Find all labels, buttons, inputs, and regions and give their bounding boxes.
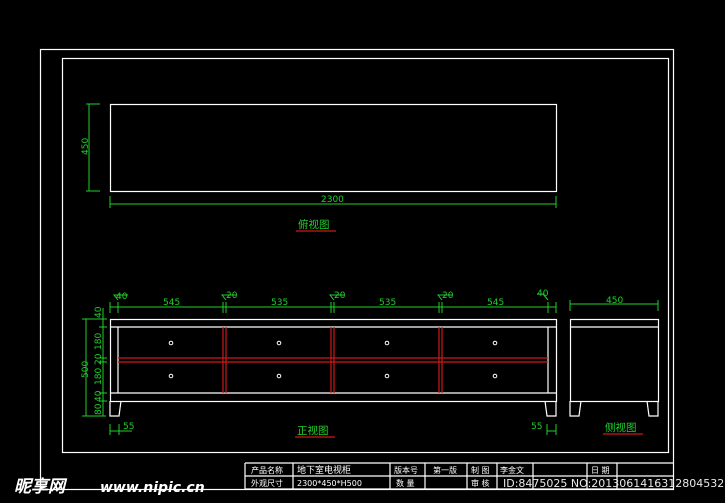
review-label: 审 核 bbox=[471, 478, 490, 488]
side-legs bbox=[569, 400, 659, 417]
top-width-dim: 2300 bbox=[321, 195, 344, 205]
left-leg bbox=[109, 400, 122, 417]
dim-top-1: 545 bbox=[163, 298, 180, 308]
leg-dim-right: 55 bbox=[531, 422, 542, 432]
dim-top-0: 40 bbox=[116, 292, 128, 302]
watermark: 昵享网 www.nipic.cn ID:8475025 NO:201306141… bbox=[14, 477, 725, 497]
dim-left-2: 20 bbox=[94, 353, 104, 365]
top-view: 450 2300 俯视图 bbox=[81, 103, 558, 232]
outer-border bbox=[39, 48, 675, 491]
top-depth-dim: 450 bbox=[81, 138, 91, 155]
dim-top-3: 535 bbox=[271, 298, 288, 308]
date-label: 日 期 bbox=[591, 466, 610, 475]
product-name-label: 产品名称 bbox=[251, 465, 283, 475]
depth-dimension-line bbox=[86, 103, 100, 192]
version-label: 版本号 bbox=[394, 465, 418, 475]
front-view: 40 545 20 535 20 535 20 545 40 500 40 18… bbox=[81, 289, 558, 438]
top-view-label: 俯视图 bbox=[298, 218, 330, 231]
watermark-logo: 昵享网 bbox=[14, 477, 68, 497]
watermark-url: www.nipic.cn bbox=[100, 480, 205, 496]
size-value: 2300*450*H500 bbox=[297, 479, 362, 488]
drawn-label: 制 图 bbox=[471, 465, 490, 475]
drawer-knobs bbox=[168, 340, 498, 379]
side-view-label: 侧视图 bbox=[605, 421, 637, 434]
cabinet-inner-lines bbox=[110, 326, 556, 394]
width-dimension-line bbox=[109, 196, 557, 208]
dim-top-8: 40 bbox=[537, 289, 549, 299]
top-dimension-line bbox=[109, 293, 557, 313]
cabinet-outline bbox=[109, 318, 558, 403]
product-name: 地下室电视柜 bbox=[297, 464, 351, 476]
dim-top-2: 20 bbox=[226, 291, 238, 301]
dim-top-4: 20 bbox=[334, 291, 346, 301]
drawn-by: 李金文 bbox=[500, 465, 524, 475]
front-view-label: 正视图 bbox=[297, 424, 329, 437]
dim-left-1: 180 bbox=[94, 333, 104, 350]
right-leg bbox=[544, 400, 557, 417]
dim-top-5: 535 bbox=[379, 298, 396, 308]
size-label: 外观尺寸 bbox=[251, 478, 283, 488]
version-value: 第一版 bbox=[433, 465, 457, 475]
watermark-id: ID:8475025 NO:20130614163128045329 bbox=[503, 477, 725, 490]
side-outline bbox=[569, 318, 660, 403]
hidden-rails bbox=[118, 327, 548, 393]
left-dimension-lines bbox=[82, 308, 107, 417]
side-dimension-line bbox=[569, 300, 659, 311]
dim-left-3: 180 bbox=[94, 368, 104, 385]
top-view-outline bbox=[109, 103, 558, 193]
dim-top-7: 545 bbox=[487, 298, 504, 308]
dim-top-6: 20 bbox=[442, 291, 454, 301]
dim-left-0: 40 bbox=[94, 306, 104, 318]
leg-dimension-lines bbox=[109, 424, 557, 435]
title-block: 产品名称 地下室电视柜 外观尺寸 2300*450*H500 版本号 第一版 数… bbox=[244, 462, 674, 490]
side-depth-dim: 450 bbox=[606, 296, 623, 306]
quantity-label: 数 量 bbox=[396, 478, 415, 488]
title-grid bbox=[244, 462, 674, 490]
height-dim: 500 bbox=[81, 361, 91, 378]
dim-left-4: 40 bbox=[94, 390, 104, 402]
inner-border bbox=[61, 57, 670, 454]
side-view: 450 侧视图 bbox=[569, 296, 660, 435]
dim-left-5: 80 bbox=[94, 403, 104, 415]
leg-dim-left: 55 bbox=[123, 422, 134, 432]
